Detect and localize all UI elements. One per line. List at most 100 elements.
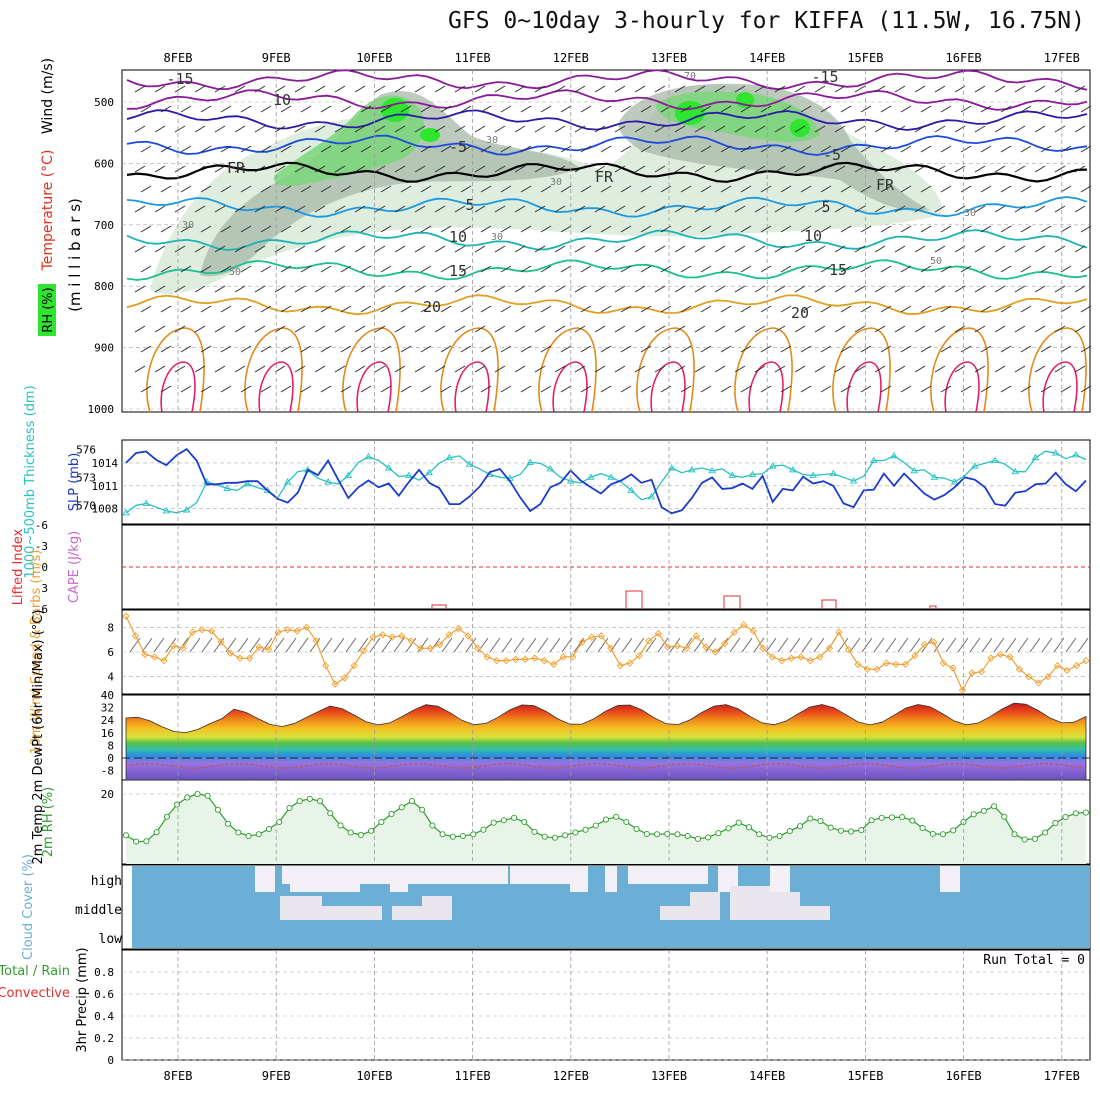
- cloud-high-block: [360, 866, 390, 884]
- wind-barb: [420, 305, 432, 313]
- wind-barb: [254, 245, 266, 253]
- wind-barb: [300, 225, 312, 233]
- pressure-tick-label: 900: [94, 342, 114, 355]
- wind-barb: [620, 265, 632, 273]
- wind-speed-marker: [426, 644, 434, 652]
- wind-speed-marker: [445, 631, 453, 639]
- wind-barb: [660, 345, 672, 353]
- wind-barb: [1000, 265, 1012, 273]
- rh2m-marker: [1052, 820, 1059, 827]
- wind-barb: [514, 85, 526, 93]
- wind-barb: [774, 365, 786, 373]
- precip-axis-label: 3hr Precip (mm): [75, 947, 90, 1052]
- wind-barb: [494, 365, 506, 373]
- wind-barb: [280, 305, 292, 313]
- wind-barb: [440, 185, 452, 193]
- rh2m-marker: [143, 838, 150, 845]
- thickness-tick-label: 573: [76, 471, 96, 484]
- cloud-high-block: [940, 866, 960, 892]
- cloud-high-block: [255, 866, 275, 892]
- wind-barb: [1080, 345, 1092, 353]
- wind-barb: [1060, 345, 1072, 353]
- isotherm-30-loop: [846, 361, 882, 413]
- wind-barb: [674, 325, 686, 333]
- cloud-high-block: [605, 866, 617, 892]
- wind-speed-marker: [1025, 673, 1033, 681]
- rh2m-marker: [868, 817, 875, 824]
- date-label-top: 11FEB: [455, 51, 491, 65]
- wind-speed-marker: [559, 653, 567, 661]
- wind-barb: [694, 125, 706, 133]
- wind-barb: [900, 345, 912, 353]
- wind-barb: [354, 125, 366, 133]
- wind-barb: [254, 325, 266, 333]
- wind-barb: [214, 85, 226, 93]
- pressure-tick-label: 500: [94, 96, 114, 109]
- wind-barb: [800, 265, 812, 273]
- wind-speed-marker: [597, 632, 605, 640]
- wind-barb: [1014, 125, 1026, 133]
- wind-barb: [234, 245, 246, 253]
- wind-barb: [534, 125, 546, 133]
- temp2m-tick-label: 24: [101, 714, 115, 727]
- wind-barb: [560, 105, 572, 113]
- wind-barb: [980, 385, 992, 393]
- wind-speed-marker: [778, 657, 786, 665]
- wind-speed-marker: [378, 631, 387, 639]
- slp-line: [125, 448, 1087, 515]
- wind-barb: [760, 225, 772, 233]
- wind-speed-marker: [930, 638, 938, 646]
- wind-barb: [654, 245, 666, 253]
- wind-barb: [380, 385, 392, 393]
- wind-barb: [280, 105, 292, 113]
- wind-speed-marker: [150, 653, 159, 661]
- wind-barb: [400, 385, 412, 393]
- wind-barb: [640, 185, 652, 193]
- wind-barb: [334, 125, 346, 133]
- thickness-marker: [950, 478, 959, 485]
- wind-barb: [554, 85, 566, 93]
- thickness-marker: [162, 507, 171, 514]
- wind-barb: [1080, 385, 1092, 393]
- wind-barb: [874, 365, 886, 373]
- thickness-marker: [1051, 449, 1060, 456]
- wind-barb: [420, 265, 432, 273]
- wind-barb: [300, 145, 312, 153]
- wind-barb: [634, 125, 646, 133]
- wind-barb: [954, 165, 966, 173]
- wind-barb: [934, 365, 946, 373]
- wind-barb: [894, 325, 906, 333]
- wind-barb: [380, 305, 392, 313]
- wind-barb: [820, 105, 832, 113]
- rh-contour-label: 70: [684, 71, 696, 82]
- wind-speed-marker: [759, 644, 767, 652]
- wind-barb: [260, 105, 272, 113]
- wind-barb: [1000, 345, 1012, 353]
- wind-barb: [474, 205, 486, 213]
- wind-speed-marker: [977, 668, 986, 676]
- wind-barb: [580, 305, 592, 313]
- wind-barb: [334, 165, 346, 173]
- wind-barb: [460, 145, 472, 153]
- wind-barb: [180, 225, 192, 233]
- wind10m-panel: 8 6 4: [107, 612, 1090, 694]
- precip-tick-label: 0.4: [94, 1010, 114, 1023]
- wind-barb: [800, 185, 812, 193]
- wind-barb: [160, 225, 172, 233]
- thickness-line: [125, 450, 1087, 514]
- pressure-axis-label: (m i l l i b a r s): [66, 198, 84, 312]
- wind-barb: [634, 85, 646, 93]
- wind-barb: [894, 85, 906, 93]
- cloud-middle-block: [690, 892, 720, 920]
- wind-barb: [840, 345, 852, 353]
- grid-lines: [177, 70, 1063, 1060]
- wind-barb: [554, 285, 566, 293]
- wind-barb: [140, 305, 152, 313]
- wind-tick-label: 6: [107, 646, 114, 659]
- wind-barb: [400, 265, 412, 273]
- rh2m-marker: [1072, 810, 1079, 817]
- wind-barb: [300, 185, 312, 193]
- wind-barb: [774, 325, 786, 333]
- wind-barb: [394, 285, 406, 293]
- rh2m-marker: [786, 828, 793, 835]
